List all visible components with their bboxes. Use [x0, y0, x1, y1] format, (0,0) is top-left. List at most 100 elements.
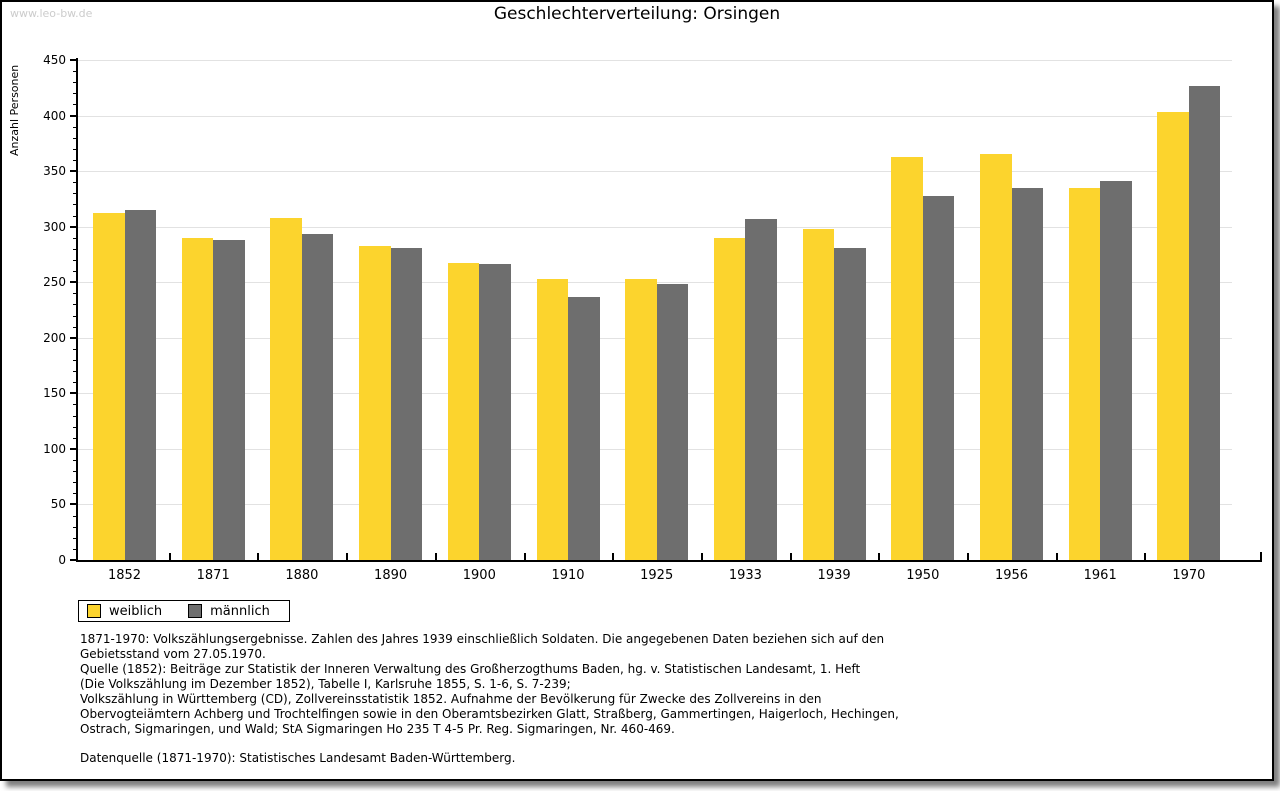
source-note-line: Ostrach, Sigmaringen, und Wald; StA Sigm… — [80, 722, 675, 736]
x-tick-8 — [789, 553, 792, 560]
y-tick-220 — [73, 315, 78, 317]
y-tick-120 — [73, 426, 78, 428]
bar-weiblich-1956 — [980, 154, 1012, 560]
x-tick-4 — [434, 553, 437, 560]
y-tick-290 — [73, 237, 78, 239]
x-tick-label-1950: 1950 — [906, 568, 940, 583]
bar-weiblich-1890 — [359, 245, 391, 560]
bar-weiblich-1880 — [270, 217, 302, 560]
x-axis-end-tick — [1260, 552, 1262, 560]
y-tick-label-250: 250 — [43, 275, 66, 290]
y-tick-410 — [73, 104, 78, 106]
gridline-350 — [78, 171, 1232, 173]
x-tick-label-1910: 1910 — [551, 568, 585, 583]
y-tick-0 — [70, 559, 78, 561]
bar-weiblich-1970 — [1157, 112, 1189, 560]
y-tick-440 — [73, 71, 78, 73]
source-note-line: Obervogteiämtern Achberg und Trochtelfin… — [80, 707, 899, 721]
x-tick-label-1939: 1939 — [817, 568, 851, 583]
y-tick-400 — [70, 114, 78, 117]
source-note-line: Quelle (1852): Beiträge zur Statistik de… — [80, 662, 861, 676]
x-tick-label-1970: 1970 — [1172, 568, 1206, 583]
y-tick-100 — [70, 447, 78, 450]
source-note-line: Gebietsstand vom 27.05.1970. — [80, 647, 266, 661]
bar-weiblich-1933 — [713, 237, 746, 560]
y-tick-80 — [73, 471, 78, 473]
y-tick-330 — [73, 193, 78, 195]
y-tick-390 — [73, 126, 78, 128]
y-tick-280 — [73, 248, 78, 250]
y-tick-10 — [73, 548, 78, 550]
data-source-line: Datenquelle (1871-1970): Statistisches L… — [80, 751, 516, 765]
y-tick-340 — [73, 182, 78, 184]
bar-männlich-1939 — [834, 247, 866, 560]
x-tick-label-1933: 1933 — [728, 568, 762, 583]
x-tick-2 — [257, 553, 260, 560]
y-tick-310 — [73, 215, 78, 217]
y-tick-label-400: 400 — [43, 108, 66, 123]
source-note-line: Volkszählung in Württemberg (CD), Zollve… — [80, 692, 822, 706]
bar-weiblich-1910 — [536, 278, 568, 560]
y-tick-200 — [70, 336, 78, 339]
x-tick-11 — [1055, 553, 1058, 560]
y-tick-30 — [73, 526, 78, 528]
legend-label-weiblich: weiblich — [109, 603, 163, 619]
y-tick-70 — [73, 482, 78, 484]
y-tick-260 — [73, 271, 78, 273]
chart-legend: weiblich männlich — [78, 600, 290, 622]
bar-männlich-1900 — [479, 264, 511, 560]
x-tick-label-1925: 1925 — [640, 568, 674, 583]
y-tick-450 — [70, 59, 78, 61]
source-note-line: 1871-1970: Volkszählungsergebnisse. Zahl… — [80, 632, 885, 646]
y-tick-250 — [70, 281, 78, 284]
legend-swatch-maennlich-icon — [188, 604, 203, 618]
y-tick-20 — [73, 537, 78, 539]
bar-weiblich-1950 — [891, 156, 923, 560]
y-tick-190 — [73, 348, 78, 350]
source-note-line: (Die Volkszählung im Dezember 1852), Tab… — [80, 677, 571, 691]
y-tick-60 — [73, 493, 78, 495]
bar-männlich-1871 — [213, 240, 245, 560]
x-tick-10 — [967, 553, 969, 560]
y-tick-160 — [73, 382, 78, 384]
y-tick-label-50: 50 — [50, 497, 66, 512]
y-tick-430 — [73, 82, 78, 84]
gridline-300 — [78, 226, 1232, 228]
x-axis-line — [76, 560, 1262, 562]
y-tick-label-0: 0 — [58, 553, 66, 567]
legend-swatch-weiblich-icon — [87, 604, 101, 618]
x-tick-label-1900: 1900 — [462, 568, 496, 583]
y-tick-150 — [70, 392, 78, 395]
y-tick-320 — [73, 204, 78, 206]
y-tick-270 — [73, 260, 78, 261]
bar-weiblich-1871 — [181, 237, 214, 560]
bar-weiblich-1852 — [93, 213, 125, 560]
bar-weiblich-1925 — [625, 278, 657, 560]
bar-chart-plot-area: 0 50 100 150 200 250 300 350 400 450 1852 1871 1880 1… — [2, 2, 1272, 779]
y-tick-140 — [73, 404, 78, 406]
y-tick-label-100: 100 — [43, 441, 66, 456]
x-tick-label-1956: 1956 — [994, 568, 1029, 583]
y-tick-130 — [73, 415, 78, 417]
bar-männlich-1933 — [745, 218, 777, 560]
x-tick-label-1871: 1871 — [196, 568, 230, 583]
y-tick-240 — [73, 293, 78, 295]
bar-männlich-1961 — [1100, 181, 1132, 560]
y-tick-110 — [73, 437, 78, 439]
y-tick-300 — [70, 225, 78, 228]
bar-weiblich-1961 — [1068, 187, 1101, 560]
x-tick-5 — [523, 553, 526, 560]
gridline-400 — [78, 115, 1232, 117]
x-tick-6 — [612, 553, 615, 560]
y-tick-label-450: 450 — [43, 53, 66, 67]
x-tick-9 — [878, 553, 881, 560]
y-tick-170 — [73, 371, 78, 373]
bar-männlich-1890 — [390, 247, 423, 560]
y-axis-line — [76, 58, 78, 562]
bar-weiblich-1900 — [447, 263, 480, 560]
x-tick-1 — [168, 553, 171, 560]
y-tick-50 — [70, 503, 78, 506]
y-tick-350 — [70, 170, 78, 173]
y-tick-380 — [73, 137, 78, 139]
